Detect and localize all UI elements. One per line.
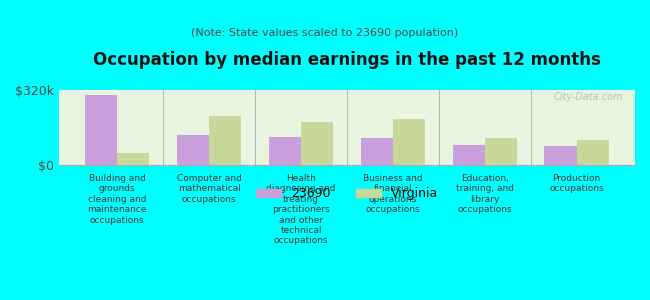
Bar [485,138,517,165]
Bar [177,134,209,165]
Bar [209,116,241,165]
Bar [301,122,333,165]
Bar [452,145,485,165]
Title: Occupation by median earnings in the past 12 months: Occupation by median earnings in the pas… [93,51,601,69]
Text: City-Data.com: City-Data.com [554,92,623,102]
Legend: 23690, Virginia: 23690, Virginia [251,182,443,205]
Bar [269,137,301,165]
Bar [361,138,393,165]
Bar [577,140,609,165]
Bar [393,119,425,165]
Text: (Note: State values scaled to 23690 population): (Note: State values scaled to 23690 popu… [191,28,459,38]
Bar [85,95,117,165]
Bar [117,153,150,165]
Bar [545,146,577,165]
